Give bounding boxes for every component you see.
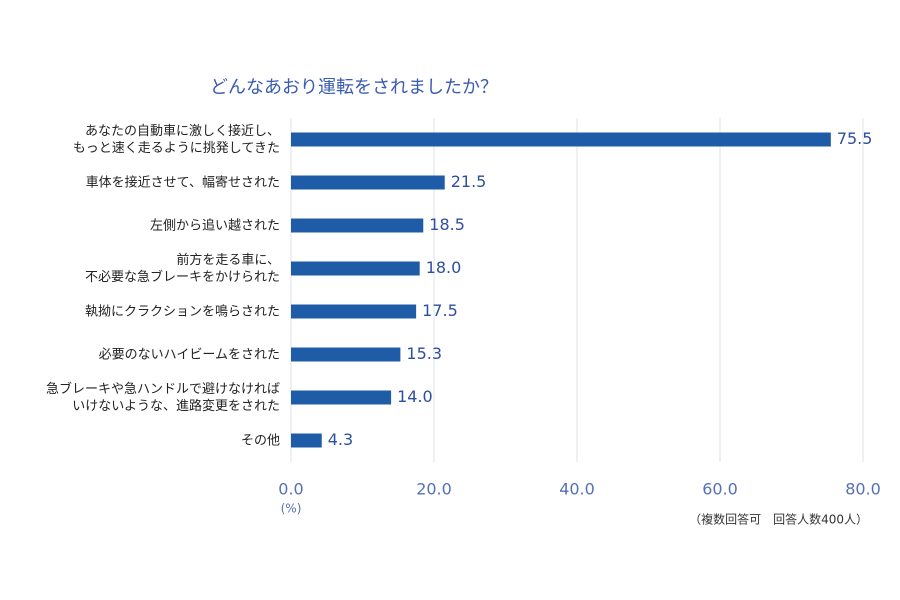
value-label: 15.3 xyxy=(406,344,442,363)
y-tick-label: 左側から追い越された xyxy=(149,218,280,233)
value-label: 4.3 xyxy=(328,430,353,449)
x-tick-label: 0.0 xyxy=(278,480,303,499)
bar xyxy=(291,433,322,448)
y-tick-label: 急ブレーキや急ハンドルで避けなければ いけないような、進路変更をされた xyxy=(45,381,280,414)
bar xyxy=(291,390,392,405)
y-tick-label: あなたの自動車に激しく接近し、 もっと速く走るように挑発してきた xyxy=(72,123,280,156)
x-tick-label: 40.0 xyxy=(559,480,595,499)
bar xyxy=(291,132,831,147)
value-label: 75.5 xyxy=(837,129,873,148)
bar xyxy=(291,175,445,190)
value-label: 17.5 xyxy=(422,301,458,320)
bar xyxy=(291,218,424,233)
x-tick-label: 80.0 xyxy=(845,480,881,499)
y-tick-label: 車体を接近させて、幅寄せされた xyxy=(85,175,280,190)
y-tick-label: 執拗にクラクションを鳴らされた xyxy=(84,304,280,319)
value-label: 18.5 xyxy=(429,215,465,234)
chart-title: どんなあおり運転をされましたか？ xyxy=(210,77,498,98)
y-tick-label: 必要のないハイビームをされた xyxy=(98,347,280,362)
bar xyxy=(291,347,401,362)
value-label: 14.0 xyxy=(397,387,433,406)
value-label: 18.0 xyxy=(426,258,462,277)
x-tick-label: 20.0 xyxy=(416,480,452,499)
x-tick-label: 60.0 xyxy=(702,480,738,499)
y-tick-label: 前方を走る車に、 不必要な急ブレーキをかけられた xyxy=(84,252,280,285)
bar xyxy=(291,261,420,276)
y-tick-label: その他 xyxy=(240,433,280,448)
value-label: 21.5 xyxy=(451,172,487,191)
x-axis-label: (%) xyxy=(281,502,302,516)
bar xyxy=(291,304,417,319)
annotation: （複数回答可 回答人数400人） xyxy=(689,512,868,527)
